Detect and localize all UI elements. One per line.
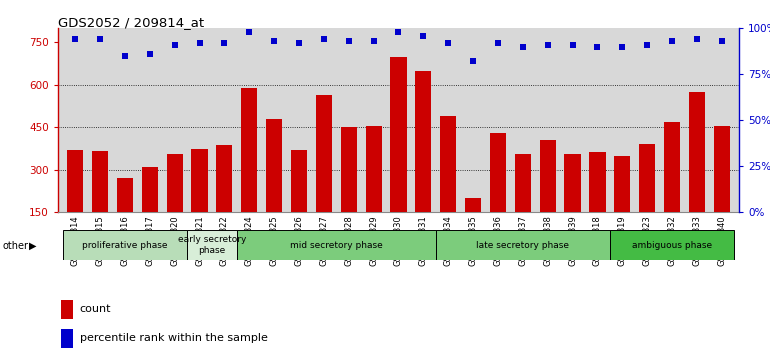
Bar	[92, 151, 108, 212]
Point	[417, 33, 430, 39]
Bar	[514, 154, 531, 212]
Point	[641, 42, 653, 48]
Point	[442, 40, 454, 46]
Point	[715, 38, 728, 44]
Point	[616, 44, 628, 50]
Point	[591, 44, 604, 50]
Bar	[610, 230, 735, 260]
Point	[393, 29, 405, 35]
Point	[243, 29, 256, 35]
Bar	[540, 140, 556, 212]
Text: late secretory phase: late secretory phase	[477, 241, 569, 250]
Point	[193, 40, 206, 46]
Bar	[366, 126, 382, 212]
Point	[94, 36, 106, 42]
Bar	[639, 144, 655, 212]
Bar	[62, 230, 187, 260]
Point	[492, 40, 504, 46]
Bar	[465, 198, 481, 212]
Point	[144, 51, 156, 57]
Point	[218, 40, 230, 46]
Bar	[490, 133, 506, 212]
Point	[69, 36, 82, 42]
Bar	[216, 145, 233, 212]
Bar	[440, 116, 457, 212]
Bar	[61, 300, 73, 319]
Point	[343, 38, 355, 44]
Text: percentile rank within the sample: percentile rank within the sample	[79, 333, 267, 343]
Bar	[714, 126, 730, 212]
Point	[691, 36, 703, 42]
Bar	[689, 92, 705, 212]
Text: mid secretory phase: mid secretory phase	[290, 241, 383, 250]
Point	[666, 38, 678, 44]
Bar	[664, 122, 680, 212]
Bar	[61, 329, 73, 348]
Text: early secretory
phase: early secretory phase	[178, 235, 246, 255]
Text: other: other	[2, 241, 28, 251]
Bar	[266, 119, 283, 212]
Point	[541, 42, 554, 48]
Bar	[241, 88, 257, 212]
Bar	[291, 150, 307, 212]
Bar	[166, 154, 182, 212]
Bar	[614, 156, 631, 212]
Bar	[316, 95, 332, 212]
Point	[268, 38, 280, 44]
Point	[169, 42, 181, 48]
Bar	[436, 230, 610, 260]
Text: count: count	[79, 304, 111, 314]
Bar	[67, 150, 83, 212]
Point	[293, 40, 305, 46]
Point	[367, 38, 380, 44]
Text: GDS2052 / 209814_at: GDS2052 / 209814_at	[58, 16, 204, 29]
Text: ▶: ▶	[29, 241, 37, 251]
Bar	[589, 152, 605, 212]
Point	[467, 59, 479, 64]
Point	[318, 36, 330, 42]
Bar	[390, 57, 407, 212]
Bar	[340, 127, 357, 212]
Point	[119, 53, 131, 59]
Text: proliferative phase: proliferative phase	[82, 241, 168, 250]
Bar	[415, 71, 431, 212]
Bar	[192, 149, 208, 212]
Bar	[142, 167, 158, 212]
Point	[567, 42, 579, 48]
Point	[517, 44, 529, 50]
Bar	[564, 154, 581, 212]
Text: ambiguous phase: ambiguous phase	[632, 241, 712, 250]
Bar	[117, 178, 133, 212]
Bar	[237, 230, 436, 260]
Bar	[187, 230, 237, 260]
